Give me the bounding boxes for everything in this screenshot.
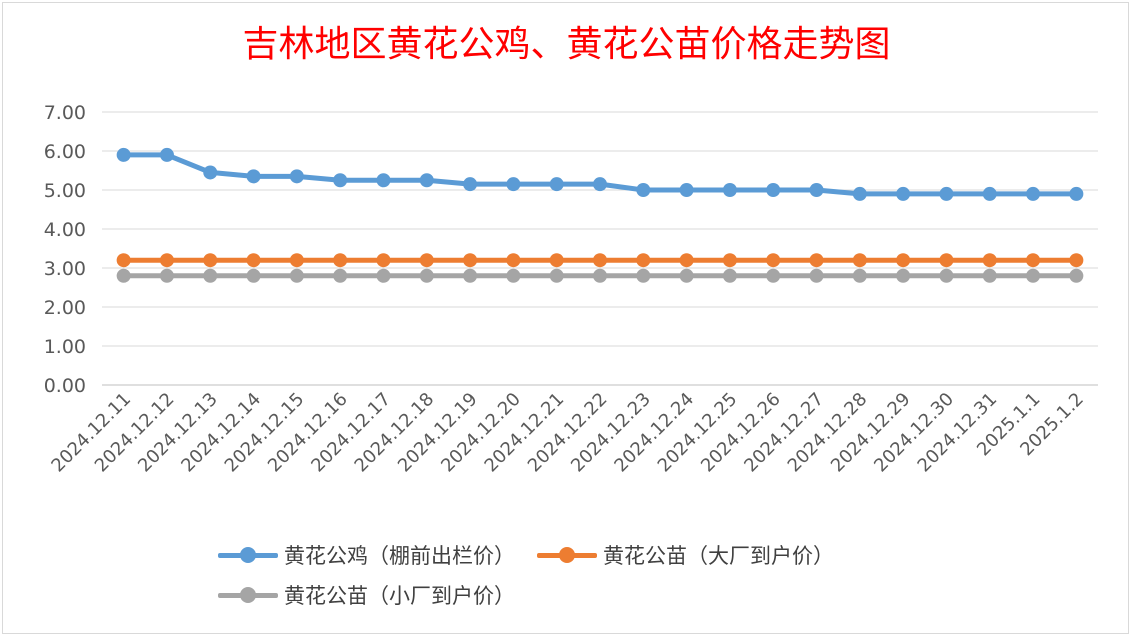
legend-item-chick-large: 黄花公苗（大厂到户价） (537, 540, 834, 570)
data-point (852, 253, 867, 268)
data-point (333, 173, 348, 188)
data-point (246, 268, 261, 283)
data-point (939, 268, 954, 283)
legend-item-rooster: 黄花公鸡（棚前出栏价） (218, 540, 515, 570)
chart-title: 吉林地区黄花公鸡、黄花公苗价格走势图 (242, 24, 891, 65)
data-point (1026, 253, 1041, 268)
data-point (1069, 186, 1084, 201)
data-point (1069, 268, 1084, 283)
data-point (809, 253, 824, 268)
data-point (896, 253, 911, 268)
data-point (203, 253, 218, 268)
data-point (766, 253, 781, 268)
data-point (679, 253, 694, 268)
data-point (636, 253, 651, 268)
data-point (593, 253, 607, 268)
data-point (463, 268, 478, 283)
legend-swatch-chick-large (537, 545, 597, 565)
legend-row-2: 黄花公苗（小厂到户价） (218, 580, 537, 610)
data-point (549, 268, 564, 283)
legend-item-chick-small: 黄花公苗（小厂到户价） (218, 580, 515, 610)
y-tick-label: 0.00 (44, 375, 86, 397)
legend-label-chick-small: 黄花公苗（小厂到户价） (284, 584, 515, 608)
data-point (246, 169, 261, 184)
legend-label-chick-large: 黄花公苗（大厂到户价） (603, 544, 834, 568)
data-point (506, 268, 521, 283)
data-point (159, 147, 174, 162)
data-point (419, 253, 434, 268)
data-point (549, 177, 564, 192)
data-point (549, 253, 564, 268)
data-point (809, 183, 824, 197)
data-point (116, 147, 131, 162)
y-tick-label: 4.00 (44, 219, 86, 241)
data-point (289, 169, 304, 184)
data-point (463, 253, 478, 268)
data-point (116, 253, 131, 268)
legend-swatch-rooster (218, 545, 278, 565)
data-point (809, 268, 824, 283)
data-point (159, 253, 174, 268)
data-point (159, 268, 174, 283)
data-point (679, 183, 694, 197)
data-point (376, 253, 391, 268)
data-point (203, 165, 218, 180)
y-tick-label: 3.00 (44, 258, 86, 280)
data-point (506, 177, 521, 192)
data-point (419, 268, 434, 283)
data-point (1069, 253, 1084, 268)
data-point (376, 173, 391, 188)
data-point (852, 186, 867, 201)
y-tick-label: 5.00 (44, 180, 86, 202)
data-point (289, 268, 304, 283)
data-point (896, 268, 911, 283)
data-point (463, 177, 478, 192)
data-point (722, 253, 737, 268)
y-tick-label: 6.00 (44, 141, 86, 163)
data-point (246, 253, 261, 268)
data-point (593, 268, 607, 283)
data-point (982, 186, 997, 201)
legend-swatch-chick-small (218, 585, 278, 605)
y-tick-label: 2.00 (44, 297, 86, 319)
data-point (722, 268, 737, 283)
data-point (1026, 268, 1041, 283)
legend-label-rooster: 黄花公鸡（棚前出栏价） (284, 544, 515, 568)
data-point (636, 183, 651, 197)
y-tick-label: 1.00 (44, 336, 86, 358)
data-point (982, 268, 997, 283)
data-point (593, 177, 607, 192)
data-point (679, 268, 694, 283)
data-point (722, 183, 737, 197)
data-point (419, 173, 434, 188)
data-point (766, 268, 781, 283)
data-point (506, 253, 521, 268)
data-point (939, 253, 954, 268)
y-tick-label: 7.00 (44, 102, 86, 124)
data-point (982, 253, 997, 268)
data-point (203, 268, 218, 283)
legend-row-1: 黄花公鸡（棚前出栏价） 黄花公苗（大厂到户价） (218, 540, 856, 570)
data-point (852, 268, 867, 283)
data-point (289, 253, 304, 268)
data-point (1026, 186, 1041, 201)
data-point (766, 183, 781, 197)
data-point (333, 253, 348, 268)
data-point (376, 268, 391, 283)
data-point (636, 268, 651, 283)
data-point (939, 186, 954, 201)
data-point (896, 186, 911, 201)
data-point (333, 268, 348, 283)
data-point (116, 268, 131, 283)
